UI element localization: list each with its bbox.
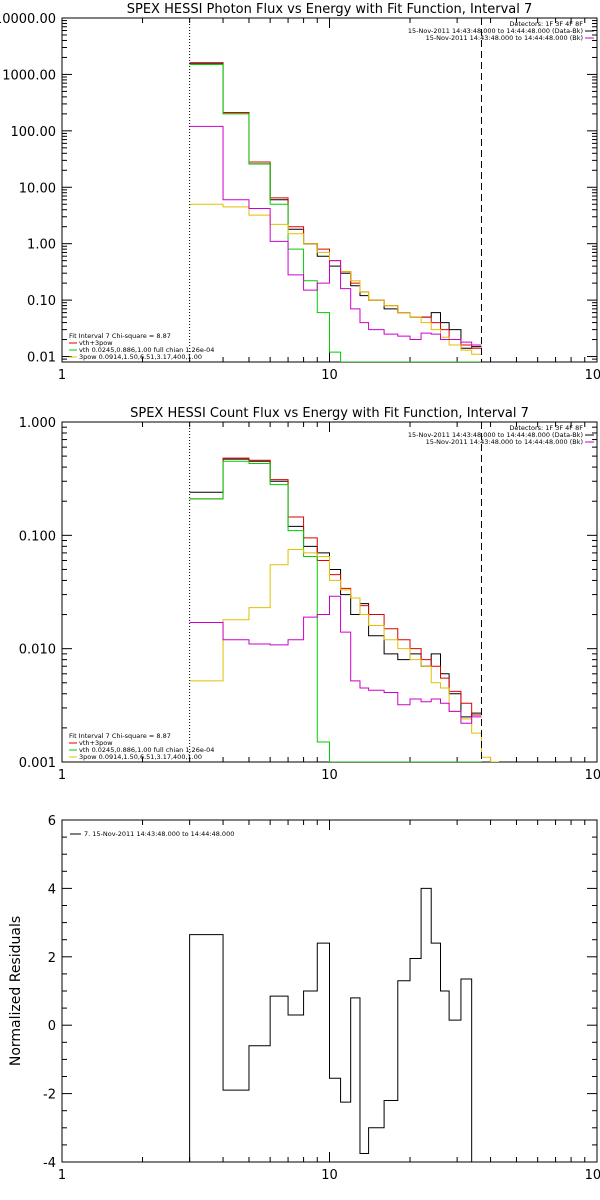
x-tick-label: 1 — [58, 368, 66, 383]
fit-label: vth+3pow — [79, 339, 113, 347]
y-tick-label: 0.001 — [19, 756, 56, 771]
series-line-3pow — [189, 548, 499, 762]
series-line-Data-Bk — [189, 458, 482, 718]
fit-label: vth 0.0245,0.886,1.00 full chian 1.26e-0… — [79, 346, 214, 354]
fit-label: 3pow 0.0914,1.50,6.51,3.17,400,1.00 — [79, 353, 202, 361]
y-tick-label: 1.000 — [19, 416, 56, 431]
header-text: Detectors: 1F 3F 4F 8F — [509, 20, 583, 28]
y-tick-label: 0.10 — [27, 294, 56, 309]
y-tick-label: 0 — [48, 1019, 56, 1034]
series-line-3pow — [189, 203, 482, 355]
y-tick-label: -2 — [43, 1088, 56, 1103]
header-text: 15-Nov-2011 14:43:48.000 to 14:44:48.000… — [408, 27, 583, 35]
chart-title: SPEX HESSI Count Flux vs Energy with Fit… — [130, 406, 529, 421]
plot-frame — [61, 421, 598, 763]
y-tick-label: 1.00 — [27, 238, 56, 253]
series-line-Bk — [189, 595, 482, 724]
header-text: 15-Nov-2011 14:43:48.000 to 14:44:48.000… — [426, 34, 583, 42]
y-tick-label: 10000.00 — [0, 12, 56, 27]
x-tick-label: 1 — [58, 1168, 66, 1183]
x-tick-label: 100 — [585, 768, 600, 783]
x-tick-label: 100 — [585, 1168, 600, 1183]
y-tick-label: 6 — [48, 814, 56, 829]
y-tick-label: 0.010 — [19, 643, 56, 658]
fit-label: Fit Interval 7 Chi-square = 8.87 — [69, 332, 171, 340]
fit-label: Fit Interval 7 Chi-square = 8.87 — [69, 732, 171, 740]
series-group — [189, 887, 482, 1162]
fit-label: vth 0.0245,0.886,1.00 full chian 1.26e-0… — [79, 746, 214, 754]
y-tick-label: 2 — [48, 951, 56, 966]
x-tick-label: 10 — [321, 368, 338, 383]
y-axis-label: Normalized Residuals — [8, 916, 24, 1066]
y-tick-label: 10.00 — [19, 181, 56, 196]
y-tick-label: 100.00 — [11, 125, 57, 140]
series-line-vth — [189, 460, 482, 762]
series-line-Bk — [189, 125, 482, 346]
series-group — [189, 62, 482, 362]
legend-text: 7. 15-Nov-2011 14:43:48.000 to 14:44:48.… — [84, 830, 234, 838]
plot-frame — [61, 17, 598, 363]
series-line-vth — [189, 63, 482, 362]
series-line-Data-Bk — [189, 62, 482, 349]
header-text: 15-Nov-2011 14:43:48.000 to 14:44:48.000… — [408, 431, 583, 439]
x-tick-label: 1 — [58, 768, 66, 783]
y-tick-label: 4 — [48, 882, 56, 897]
header-text: 15-Nov-2011 14:43:48.000 to 14:44:48.000… — [426, 438, 583, 446]
y-tick-label: 1000.00 — [2, 68, 56, 83]
fit-label: vth+3pow — [79, 739, 113, 747]
series-line-vth+3pow — [189, 63, 482, 349]
series-line-vth+3pow — [189, 457, 482, 716]
header-text: Detectors: 1F 3F 4F 8F — [509, 424, 583, 432]
x-tick-label: 100 — [585, 368, 600, 383]
fit-label: 3pow 0.0914,1.50,6.51,3.17,400,1.00 — [79, 753, 202, 761]
series-line-residuals — [189, 887, 482, 1162]
chart-panel-1: SPEX HESSI Photon Flux vs Energy with Fi… — [0, 2, 600, 383]
y-tick-label: 0.01 — [27, 351, 56, 366]
chart-panel-3: Normalized Residuals 1 10 100 -4 -2 0 2 4 6 7. 15-… — [8, 814, 600, 1183]
y-tick-label: -4 — [43, 1156, 56, 1171]
y-tick-label: 0.100 — [19, 529, 56, 544]
x-tick-label: 10 — [321, 768, 338, 783]
chart-panel-2: SPEX HESSI Count Flux vs Energy with Fit… — [19, 406, 600, 783]
series-group — [189, 457, 499, 762]
chart-title: SPEX HESSI Photon Flux vs Energy with Fi… — [127, 2, 533, 17]
x-tick-label: 10 — [321, 1168, 338, 1183]
